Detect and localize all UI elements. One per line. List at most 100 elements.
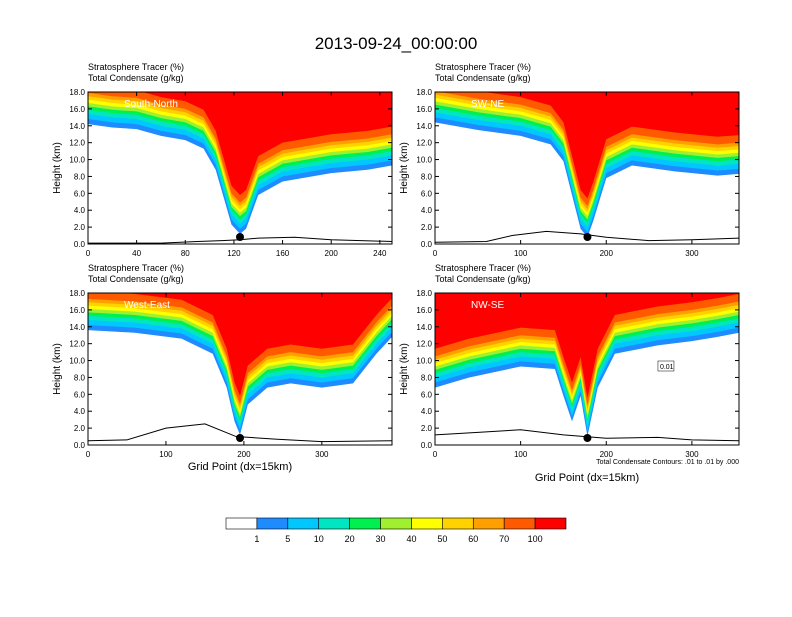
section-label: SW-NE — [471, 99, 504, 110]
x-axis-label: Grid Point (dx=15km) — [535, 472, 639, 484]
y-tick-label: 18.0 — [416, 88, 432, 97]
colorbar-cell — [225, 517, 258, 530]
y-tick-label: 0.0 — [421, 240, 433, 249]
y-tick-label: 6.0 — [421, 189, 433, 198]
panel-south-north: South-North Stratosphere Tracer (%)Total … — [52, 62, 393, 258]
y-tick-label: 18.0 — [69, 88, 85, 97]
y-tick-label: 8.0 — [421, 172, 433, 181]
terrain-line — [435, 230, 739, 243]
y-axis-label: Height (km) — [399, 142, 410, 194]
y-tick-label: 16.0 — [69, 105, 85, 114]
y-tick-label: 2.0 — [421, 424, 433, 433]
y-tick-label: 14.0 — [416, 323, 432, 332]
y-tick-label: 10.0 — [69, 156, 85, 165]
x-tick-label: 300 — [685, 249, 699, 258]
tracer-field — [435, 92, 739, 244]
plot-frame — [434, 292, 740, 446]
tracer-band-10 — [435, 293, 739, 398]
colorbar-cell — [472, 517, 505, 530]
y-axis-label: Height (km) — [52, 343, 63, 395]
x-tick-label: 100 — [514, 450, 528, 459]
x-tick-label: 0 — [433, 249, 438, 258]
y-tick-label: 0.0 — [74, 441, 86, 450]
y-tick-label: 4.0 — [74, 407, 86, 416]
y-tick-label: 16.0 — [416, 105, 432, 114]
x-axis-label: Grid Point (dx=15km) — [188, 461, 292, 473]
colorbar-label: 5 — [285, 534, 290, 544]
y-tick-label: 2.0 — [74, 223, 86, 232]
y-tick-label: 18.0 — [69, 289, 85, 298]
terrain-line — [88, 423, 392, 443]
x-tick-label: 40 — [132, 249, 141, 258]
y-axis-label: Height (km) — [399, 343, 410, 395]
x-tick-label: 80 — [181, 249, 190, 258]
y-tick-label: 10.0 — [69, 357, 85, 366]
plot-frame — [87, 292, 393, 446]
section-label: South-North — [124, 99, 178, 110]
y-tick-label: 14.0 — [69, 323, 85, 332]
tracer-field — [88, 92, 392, 244]
colorbar-cell — [256, 517, 289, 530]
colorbar-label: 10 — [314, 534, 324, 544]
y-tick-label: 14.0 — [416, 122, 432, 131]
x-tick-label: 100 — [159, 450, 173, 459]
location-marker — [236, 434, 244, 442]
tracer-band-10 — [483, 92, 739, 199]
colorbar-cell — [442, 517, 474, 530]
panel-title-line: Total Condensate (g/kg) — [88, 73, 184, 83]
panel-title-line: Total Condensate (g/kg) — [435, 73, 531, 83]
y-tick-label: 16.0 — [69, 306, 85, 315]
panel-title-line: Stratosphere Tracer (%) — [435, 62, 531, 72]
colorbar-label: 40 — [406, 534, 416, 544]
figure-title: 2013-09-24_00:00:00 — [315, 34, 478, 53]
y-tick-label: 6.0 — [421, 390, 433, 399]
y-tick-label: 14.0 — [69, 122, 85, 131]
location-marker — [583, 434, 592, 442]
x-tick-label: 240 — [373, 249, 387, 258]
location-marker — [583, 233, 592, 241]
y-tick-label: 4.0 — [421, 206, 433, 215]
y-tick-label: 12.0 — [416, 139, 432, 148]
x-tick-label: 160 — [276, 249, 290, 258]
y-tick-label: 12.0 — [69, 340, 85, 349]
y-tick-label: 12.0 — [416, 340, 432, 349]
colorbar-cell — [349, 517, 381, 530]
colorbar-label: 30 — [376, 534, 386, 544]
contour-label-box — [657, 360, 675, 372]
colorbar-label: 20 — [345, 534, 355, 544]
x-tick-label: 0 — [86, 249, 91, 258]
y-tick-label: 8.0 — [421, 373, 433, 382]
panel-west-east: West-East Stratosphere Tracer (%)Total Co… — [52, 263, 393, 473]
y-tick-label: 10.0 — [416, 156, 432, 165]
colorbar-cell — [380, 517, 412, 530]
location-marker — [236, 233, 244, 241]
y-tick-label: 2.0 — [74, 424, 86, 433]
colorbar-cell — [318, 517, 350, 530]
y-tick-label: 8.0 — [74, 373, 86, 382]
panel-title-line: Total Condensate (g/kg) — [88, 274, 184, 284]
panel-sw-ne: SW-NE Stratosphere Tracer (%)Total Conden… — [399, 62, 740, 258]
colorbar-label: 60 — [468, 534, 478, 544]
panel-title-line: Stratosphere Tracer (%) — [435, 263, 531, 273]
colorbar-label: 100 — [528, 534, 543, 544]
tracer-band-10 — [142, 92, 392, 196]
x-tick-label: 200 — [325, 249, 339, 258]
x-tick-label: 0 — [86, 450, 91, 459]
x-tick-label: 0 — [433, 450, 438, 459]
tracer-band-10 — [119, 293, 392, 397]
x-tick-label: 200 — [600, 249, 614, 258]
plot-frame — [434, 91, 740, 245]
x-tick-label: 200 — [237, 450, 251, 459]
x-tick-label: 300 — [685, 450, 699, 459]
y-tick-label: 16.0 — [416, 306, 432, 315]
panel-title-line: Total Condensate (g/kg) — [435, 274, 531, 284]
panel-title-line: Stratosphere Tracer (%) — [88, 62, 184, 72]
x-tick-label: 100 — [514, 249, 528, 258]
section-label: West-East — [124, 300, 170, 311]
y-tick-label: 0.0 — [74, 240, 86, 249]
colorbar-cell — [534, 517, 567, 530]
y-tick-label: 6.0 — [74, 189, 86, 198]
